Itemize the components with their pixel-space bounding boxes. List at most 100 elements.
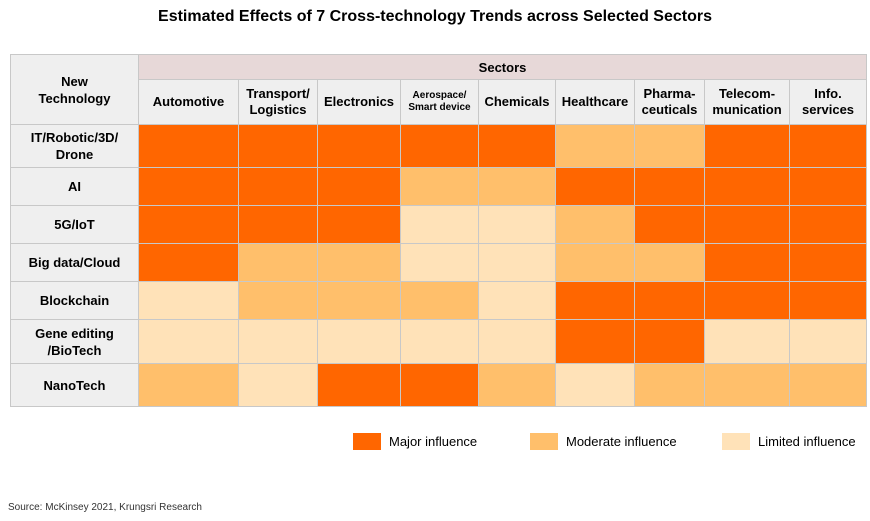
heatmap-cell	[634, 243, 705, 282]
heatmap-cell	[317, 363, 401, 407]
heatmap-cell	[400, 319, 479, 364]
heatmap-cell	[238, 124, 318, 168]
heatmap-cell	[634, 124, 705, 168]
heatmap-cell	[317, 205, 401, 244]
column-header: Chemicals	[478, 79, 556, 125]
heatmap-cell	[138, 281, 239, 320]
heatmap-cell	[238, 243, 318, 282]
heatmap-cell	[400, 363, 479, 407]
heatmap-cell	[478, 281, 556, 320]
heatmap-cell	[704, 124, 790, 168]
heatmap-cell	[634, 205, 705, 244]
heatmap-cell	[788, 281, 868, 320]
heatmap-table: New Technology Sectors Automotive Transpo…	[10, 54, 868, 407]
table-row: Big data/Cloud	[10, 243, 868, 282]
heatmap-cell	[704, 281, 790, 320]
table-row: NanoTech	[10, 363, 868, 407]
heatmap-cell	[317, 243, 401, 282]
heatmap-cell	[478, 243, 556, 282]
heatmap-cell	[704, 205, 790, 244]
row-label: Gene editing /BioTech	[35, 325, 114, 358]
legend-major: Major influence	[353, 432, 477, 450]
heatmap-cell	[788, 205, 868, 244]
legend-limited-swatch	[722, 432, 750, 450]
heatmap-body: IT/Robotic/3D/ Drone AI 5G/IoT Big data/Clo…	[10, 124, 868, 407]
row-label-cell: Gene editing /BioTech	[10, 319, 139, 364]
source-note: Source: McKinsey 2021, Krungsri Research	[8, 502, 202, 513]
column-header: Healthcare	[555, 79, 635, 125]
row-label-cell: IT/Robotic/3D/ Drone	[10, 124, 139, 168]
row-label: Blockchain	[39, 293, 110, 308]
column-header: Automotive	[138, 79, 239, 125]
heatmap-cell	[400, 167, 479, 206]
column-header: Aerospace/ Smart device	[400, 79, 479, 125]
heatmap-cell	[788, 243, 868, 282]
column-header-row: Automotive Transport/ Logistics Electronic…	[11, 79, 868, 125]
legend-moderate-label: Moderate influence	[566, 433, 677, 449]
table-row: Gene editing /BioTech	[10, 319, 868, 364]
heatmap-cell	[238, 167, 318, 206]
table-row: Blockchain	[10, 281, 868, 320]
heatmap-cell	[400, 243, 479, 282]
row-label: Big data/Cloud	[28, 255, 121, 270]
heatmap-cell	[555, 281, 635, 320]
heatmap-cell	[478, 205, 556, 244]
heatmap-cell	[634, 167, 705, 206]
table-row: IT/Robotic/3D/ Drone	[10, 124, 868, 168]
column-header: Transport/ Logistics	[238, 79, 318, 125]
heatmap-cell	[555, 243, 635, 282]
row-label-cell: Big data/Cloud	[10, 243, 139, 282]
heatmap-cell	[400, 124, 479, 168]
legend-major-label: Major influence	[389, 433, 478, 449]
sectors-header: Sectors	[137, 54, 868, 80]
heatmap-cell	[704, 243, 790, 282]
heatmap-cell	[634, 363, 705, 407]
heatmap-cell	[555, 205, 635, 244]
heatmap-cell	[704, 167, 790, 206]
row-label-cell: Blockchain	[10, 281, 139, 320]
heatmap-cell	[788, 167, 868, 206]
heatmap-cell	[555, 124, 635, 168]
heatmap-cell	[238, 363, 318, 407]
row-label-cell: AI	[10, 167, 139, 206]
heatmap-cell	[238, 319, 318, 364]
heatmap-cell	[400, 281, 479, 320]
heatmap-cell	[555, 167, 635, 206]
legend-limited-label: Limited influence	[758, 433, 856, 449]
heatmap-cell	[138, 319, 239, 364]
chart-title: Estimated Effects of 7 Cross-technology …	[158, 8, 712, 25]
row-label-cell: NanoTech	[10, 363, 139, 407]
heatmap-cell	[478, 124, 556, 168]
heatmap-cell	[704, 363, 790, 407]
heatmap-cell	[704, 319, 790, 364]
heatmap-cell	[138, 243, 239, 282]
heatmap-cell	[238, 205, 318, 244]
row-label: AI	[68, 179, 81, 194]
heatmap-cell	[478, 363, 556, 407]
heatmap-cell	[400, 205, 479, 244]
heatmap-cell	[634, 319, 705, 364]
table-row: AI	[10, 167, 868, 206]
row-label: NanoTech	[43, 377, 106, 393]
heatmap-cell	[317, 124, 401, 168]
legend-major-swatch	[353, 432, 381, 450]
heatmap-cell	[138, 363, 239, 407]
legend-limited: Limited influence	[722, 432, 856, 450]
heatmap-cell	[555, 363, 635, 407]
row-label-cell: 5G/IoT	[10, 205, 139, 244]
heatmap-cell	[788, 124, 868, 168]
heatmap-cell	[478, 167, 556, 206]
heatmap-cell	[555, 319, 635, 364]
row-header: New Technology	[10, 54, 139, 125]
heatmap-cell	[138, 167, 239, 206]
heatmap-cell	[317, 319, 401, 364]
heatmap-cell	[317, 167, 401, 206]
heatmap-cell	[138, 124, 239, 168]
heatmap-cell	[634, 281, 705, 320]
heatmap-cell	[788, 363, 868, 407]
column-header: Info. services	[788, 79, 868, 125]
legend-moderate: Moderate influence	[530, 432, 677, 450]
heatmap-cell	[788, 319, 868, 364]
column-header: Pharma-ceuticals	[634, 79, 705, 125]
heatmap-cell	[478, 319, 556, 364]
